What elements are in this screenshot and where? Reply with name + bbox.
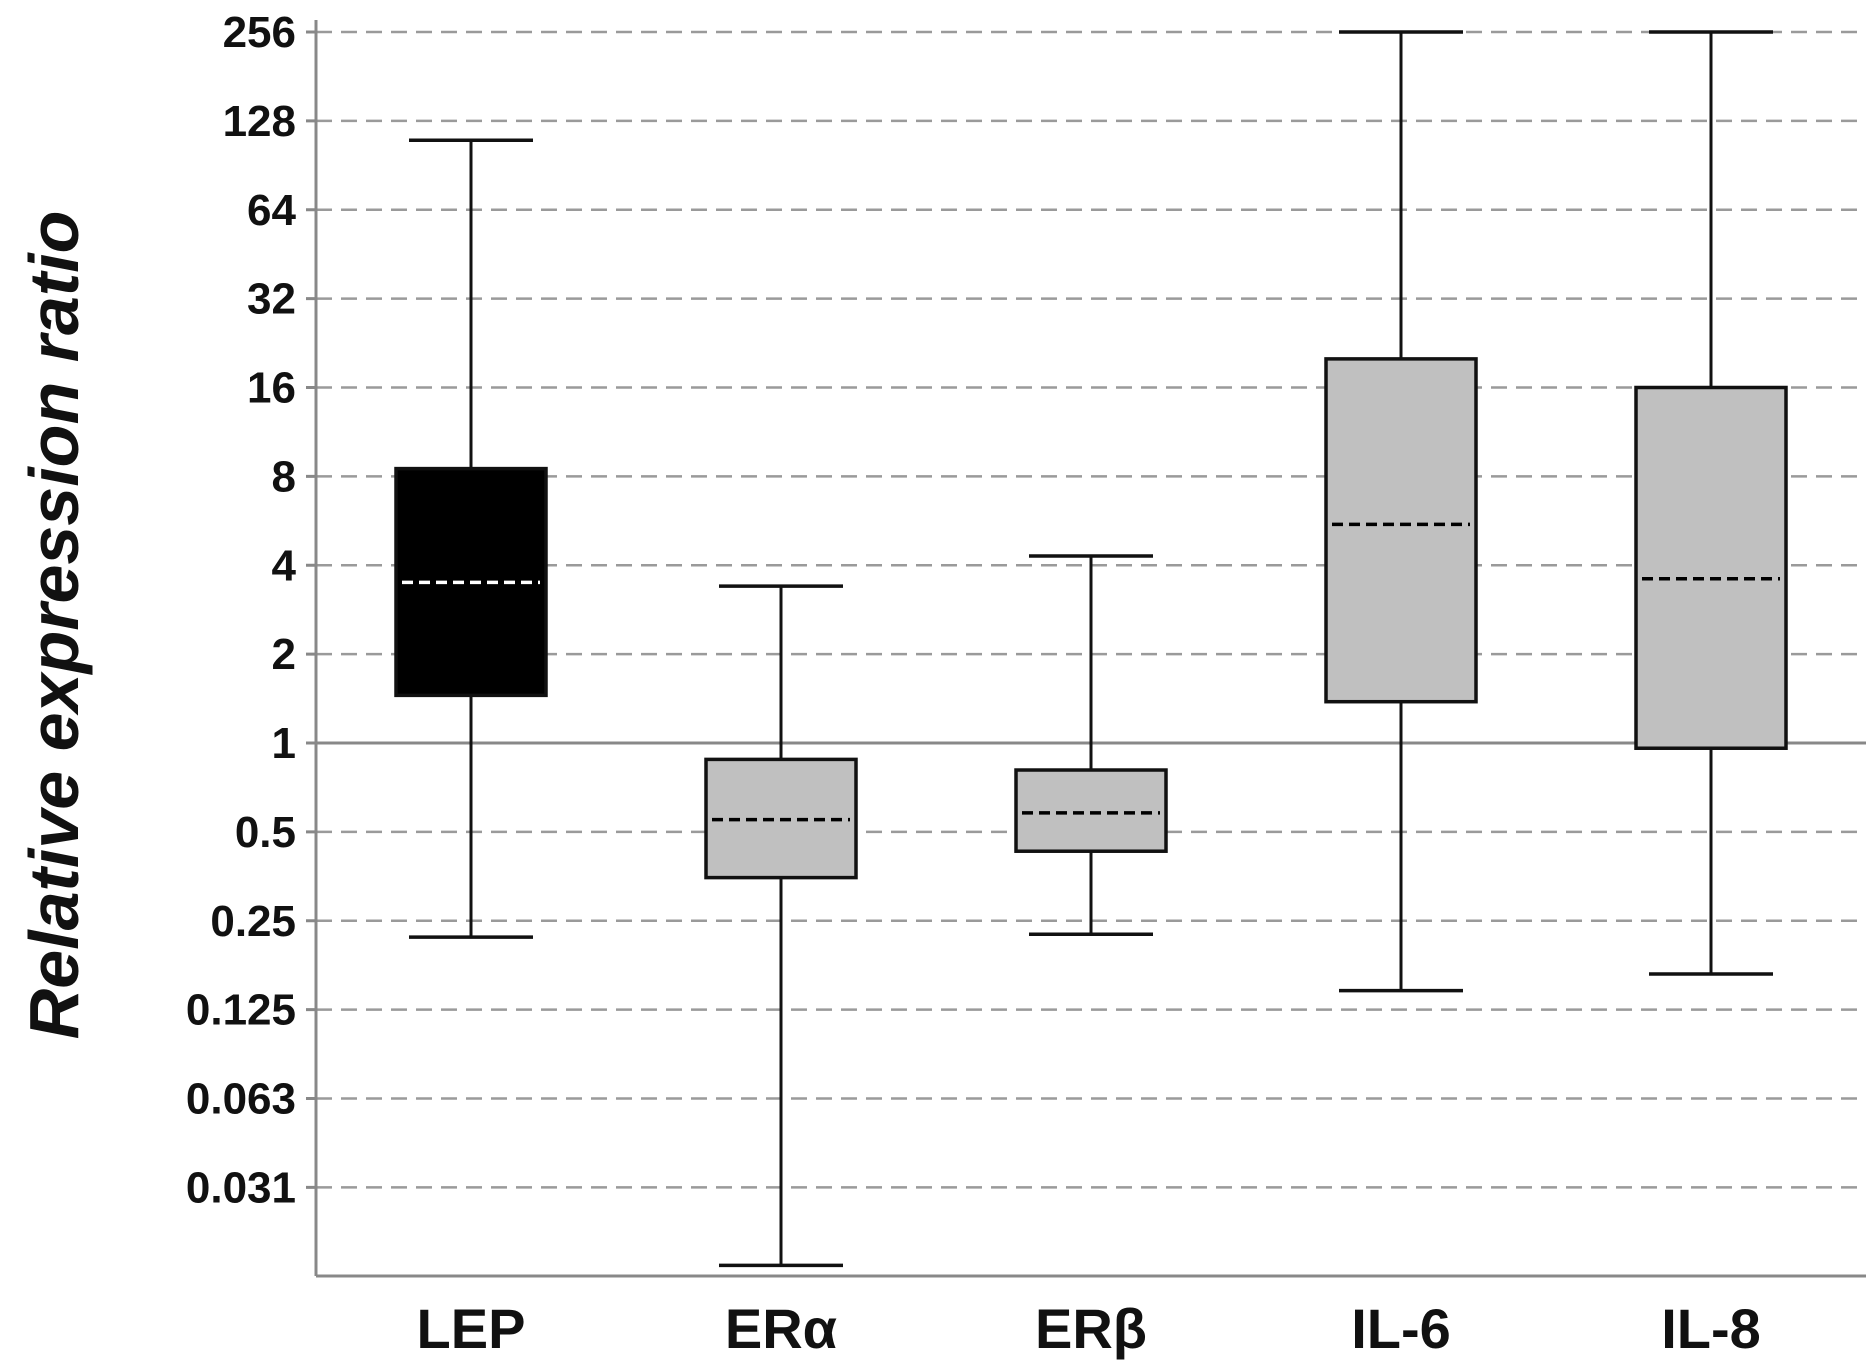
y-tick-label: 4 [272, 541, 297, 590]
x-category-label: LEP [417, 1297, 526, 1360]
box-plots [394, 30, 1788, 1268]
y-tick-label: 0.25 [210, 897, 296, 946]
x-category-labels: LEP ERα ERβ IL-6 IL-8 [417, 1297, 1761, 1360]
y-tick-label: 16 [247, 364, 296, 413]
iqr-box [1014, 768, 1168, 853]
y-tick-label: 2 [272, 630, 296, 679]
box-IL-6 [1324, 30, 1478, 993]
axes [314, 20, 1866, 1278]
x-category-label: IL-6 [1351, 1297, 1451, 1360]
y-tick-label: 64 [247, 186, 296, 235]
x-category-label: ERβ [1035, 1297, 1147, 1360]
box-LEP [394, 138, 548, 939]
x-category-label: ERα [725, 1297, 837, 1360]
y-tick-label: 1 [272, 719, 296, 768]
y-tick-label: 256 [223, 8, 296, 57]
y-tick-label: 0.031 [186, 1163, 296, 1212]
iqr-box [1324, 357, 1478, 704]
y-tick-label: 0.125 [186, 986, 296, 1035]
y-tick-label: 0.063 [186, 1075, 296, 1124]
x-category-label: IL-8 [1661, 1297, 1761, 1360]
y-axis-label: Relative expression ratio [15, 211, 93, 1040]
y-tick-label: 0.5 [235, 808, 296, 857]
box-ERβ [1014, 554, 1168, 937]
y-tick-label: 32 [247, 275, 296, 324]
y-tick-labels: 256 128 64 32 16 8 4 2 1 0.5 0.25 0.125 0.063 0.031 [186, 8, 316, 1212]
iqr-box [1634, 385, 1788, 750]
y-tick-label: 128 [223, 97, 296, 146]
y-tick-label: 8 [272, 452, 296, 501]
box-IL-8 [1634, 30, 1788, 976]
box-ERα [704, 584, 858, 1268]
